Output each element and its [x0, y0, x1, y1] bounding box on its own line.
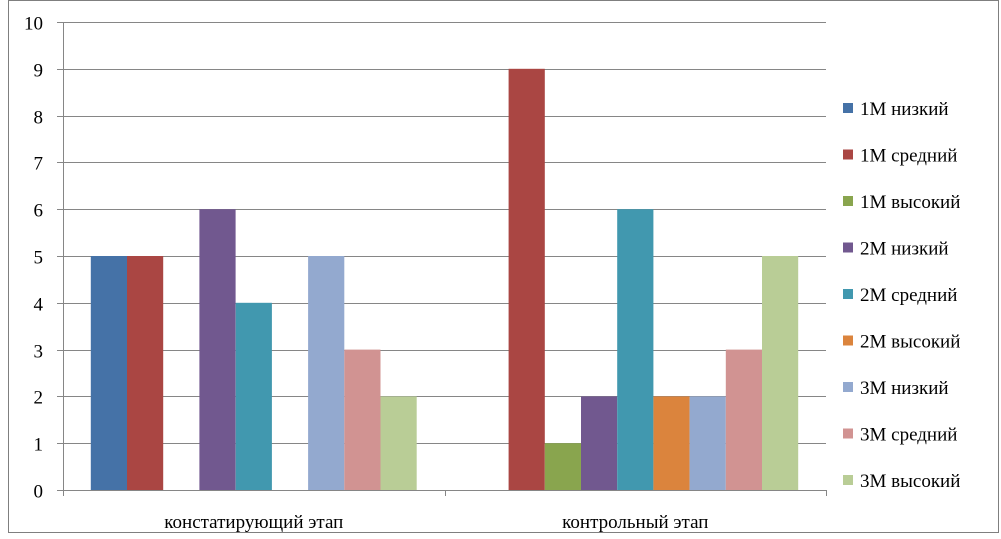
legend-item-label: 2М низкий — [860, 239, 949, 260]
y-tick-label: 4 — [34, 295, 44, 316]
y-tick-label: 2 — [34, 388, 44, 409]
legend-swatch — [843, 149, 853, 160]
legend-item-label: 3М высокий — [860, 471, 960, 492]
y-tick-label: 0 — [34, 482, 44, 503]
y-tick-label: 3 — [34, 342, 44, 363]
legend-swatch — [843, 475, 853, 485]
bar — [762, 256, 799, 490]
legend-swatch — [843, 335, 853, 346]
legend-item-label: 1М высокий — [860, 192, 960, 213]
y-tick-label: 9 — [34, 61, 44, 82]
bar — [617, 209, 654, 490]
legend-item-label: 2М высокий — [860, 332, 960, 353]
legend-swatch — [843, 382, 853, 392]
y-tick-label: 10 — [24, 14, 43, 35]
legend-item-label: 1М средний — [860, 146, 957, 167]
bar — [344, 349, 381, 490]
legend-swatch — [843, 289, 853, 299]
y-tick-label: 6 — [34, 201, 44, 222]
legend-item-label: 1М низкий — [860, 99, 949, 120]
axes: 0 1 2 3 4 5 6 7 8 9 10 констатирующий этап контрольн… — [24, 14, 827, 533]
y-tick-label: 5 — [34, 248, 44, 269]
bar — [127, 256, 164, 490]
bar — [508, 68, 545, 491]
legend-swatch — [843, 242, 853, 253]
bar — [235, 302, 272, 490]
y-tick-label: 8 — [34, 108, 44, 129]
legend-swatch — [843, 428, 853, 439]
y-tick-label: 1 — [34, 435, 44, 456]
legend-swatch — [843, 103, 853, 113]
bar — [689, 396, 726, 490]
y-tick-label: 7 — [34, 154, 44, 175]
bar — [653, 396, 690, 490]
legend-item-label: 2М средний — [860, 285, 957, 306]
bar — [544, 443, 581, 490]
x-category-label: констатирующий этап — [164, 512, 343, 533]
legend-item-label: 3М низкий — [860, 378, 949, 399]
bar — [725, 349, 762, 490]
bar — [90, 256, 127, 490]
bar — [581, 396, 618, 490]
bars — [90, 68, 799, 491]
legend-item-label: 3М средний — [860, 425, 957, 446]
bar — [380, 396, 417, 490]
legend-swatch — [843, 196, 853, 206]
legend: 1М низкий 1М средний 1М высокий 2М низкий 2М… — [843, 99, 960, 492]
bar — [199, 209, 236, 490]
x-category-label: контрольный этап — [562, 512, 708, 533]
bar — [308, 256, 345, 490]
